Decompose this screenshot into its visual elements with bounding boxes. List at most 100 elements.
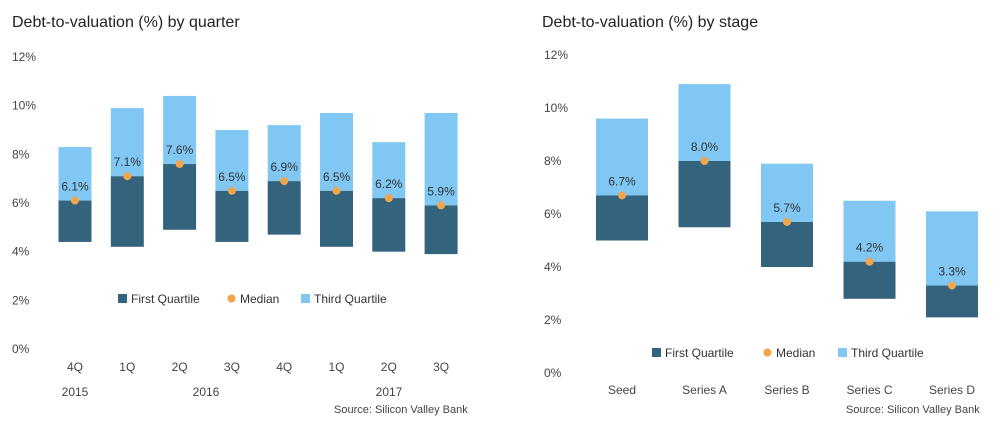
chart-panel-by-quarter: Debt-to-valuation (%) by quarter 0% 2% 4% 6… — [12, 14, 468, 416]
bar-third-quartile — [926, 211, 978, 286]
data-label: 4.2% — [856, 241, 884, 255]
x-tick-label: 1Q — [328, 360, 344, 374]
year-label: 2016 — [193, 385, 220, 399]
median-point — [332, 186, 341, 195]
y-tick-label: 8% — [12, 147, 30, 161]
data-label: 6.2% — [375, 177, 403, 191]
chart-by-stage: 0% 2% 4% 6% 8% 10% 12% 6.7% Seed 8.0% Series A 5.7%… — [544, 48, 978, 397]
y-tick-label: 2% — [544, 313, 562, 327]
bar-first-quartile — [843, 261, 896, 299]
y-tick-label: 8% — [544, 154, 562, 168]
source-note: Source: Silicon Valley Bank — [846, 404, 980, 416]
data-label: 6.5% — [218, 170, 246, 184]
y-tick-label: 0% — [12, 342, 30, 356]
median-point — [948, 281, 956, 290]
median-point — [280, 177, 289, 186]
y-tick-label: 2% — [12, 293, 30, 307]
bar-third-quartile — [596, 118, 648, 196]
legend-label: First Quartile — [665, 346, 734, 360]
median-point — [384, 194, 393, 203]
bar-third-quartile — [110, 108, 144, 177]
median-point — [175, 160, 184, 169]
bar-first-quartile — [110, 176, 144, 247]
legend-label: Median — [240, 292, 279, 306]
y-tick-label: 12% — [12, 50, 36, 64]
data-label: 3.3% — [938, 265, 966, 279]
bar-first-quartile — [424, 205, 458, 255]
bar-third-quartile — [761, 163, 813, 222]
median-point — [123, 172, 132, 181]
bar-first-quartile — [372, 198, 406, 252]
bar-first-quartile — [926, 285, 978, 318]
y-tick-label: 10% — [12, 99, 36, 113]
bar-first-quartile — [761, 221, 813, 267]
bar-first-quartile — [320, 190, 353, 247]
bar-third-quartile — [320, 112, 353, 191]
x-tick-label: 2Q — [172, 360, 188, 374]
median-point — [437, 201, 446, 210]
legend-swatch — [301, 294, 310, 303]
data-label: 6.1% — [61, 180, 89, 194]
bar-first-quartile — [215, 190, 249, 242]
legend-swatch — [763, 348, 772, 357]
x-tick-label: Seed — [608, 383, 636, 397]
bar-third-quartile — [372, 142, 406, 199]
bar-third-quartile — [215, 130, 249, 191]
legend-label: Median — [776, 346, 815, 360]
legend-swatch — [118, 294, 127, 303]
chart-panel-by-stage: Debt-to-valuation (%) by stage 0% 2% 4% 6% 8… — [520, 0, 1000, 435]
legend-swatch — [227, 294, 236, 303]
median-point — [865, 257, 874, 266]
bar-first-quartile — [678, 161, 731, 228]
x-tick-label: Series D — [929, 383, 975, 397]
legend-label: First Quartile — [131, 292, 200, 306]
median-point — [227, 186, 236, 195]
x-tick-label: Series B — [764, 383, 809, 397]
legend-swatch — [838, 348, 847, 357]
year-label: 2015 — [62, 385, 89, 399]
legend-label: Third Quartile — [314, 292, 387, 306]
bar-third-quartile — [843, 200, 896, 262]
x-tick-label: 1Q — [119, 360, 135, 374]
bar-third-quartile — [58, 147, 92, 201]
y-tick-label: 4% — [544, 260, 562, 274]
x-tick-label: Series C — [846, 383, 892, 397]
bar-first-quartile — [163, 164, 197, 230]
y-tick-label: 6% — [12, 196, 30, 210]
bar-third-quartile — [678, 84, 731, 161]
y-tick-label: 4% — [12, 245, 30, 259]
y-tick-label: 6% — [544, 207, 562, 221]
data-label: 5.7% — [773, 201, 801, 215]
median-point — [700, 157, 709, 165]
data-label: 8.0% — [691, 140, 719, 154]
data-label: 6.5% — [323, 170, 351, 184]
median-point — [71, 196, 79, 205]
x-tick-label: 3Q — [224, 360, 240, 374]
y-tick-label: 10% — [544, 101, 568, 115]
data-label: 5.9% — [427, 184, 455, 198]
bar-third-quartile — [163, 95, 197, 165]
y-tick-label: 0% — [544, 366, 562, 380]
x-tick-label: 4Q — [67, 360, 83, 374]
chart-title: Debt-to-valuation (%) by quarter — [12, 14, 240, 31]
source-note: Source: Silicon Valley Bank — [334, 404, 468, 416]
median-point — [783, 217, 791, 226]
data-label: 7.6% — [166, 143, 194, 157]
bar-third-quartile — [267, 125, 301, 182]
x-tick-label: Series A — [682, 383, 727, 397]
bar-first-quartile — [596, 195, 648, 241]
median-point — [618, 191, 626, 200]
legend-label: Third Quartile — [851, 346, 924, 360]
x-tick-label: 2Q — [381, 360, 397, 374]
data-label: 7.1% — [114, 155, 142, 169]
year-label: 2017 — [376, 385, 403, 399]
data-label: 6.9% — [271, 160, 299, 174]
chart-title: Debt-to-valuation (%) by stage — [542, 14, 759, 31]
x-tick-label: 4Q — [276, 360, 292, 374]
y-tick-label: 12% — [544, 48, 568, 62]
bar-first-quartile — [267, 181, 301, 235]
bar-third-quartile — [424, 112, 458, 206]
chart-by-quarter: 0% 2% 4% 6% 8% 10% 12% 6.1% 4Q 7.1% 1Q 7.6% 2Q 6.5% 3Q… — [12, 50, 458, 399]
bar-first-quartile — [58, 200, 92, 242]
data-label: 6.7% — [608, 174, 636, 188]
